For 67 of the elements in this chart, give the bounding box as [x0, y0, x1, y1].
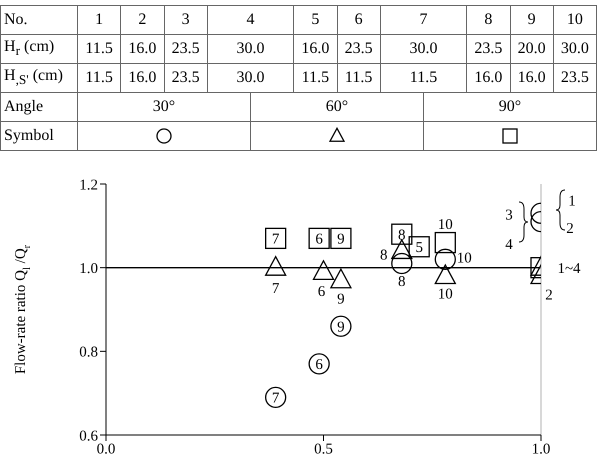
text: 16.0: [301, 40, 330, 58]
text: H$_{r}$ (cm): [4, 38, 54, 60]
text: 10: [566, 11, 583, 29]
text: 30.0: [410, 40, 438, 58]
text: 16.0: [518, 69, 546, 87]
text: 30.0: [236, 69, 264, 87]
x-tick-label: 1.0: [532, 442, 550, 458]
annotation: 3: [505, 208, 513, 224]
annotation: 7: [272, 232, 280, 248]
text: 9: [528, 11, 536, 29]
text: 23.5: [172, 40, 200, 58]
text: 8: [484, 11, 492, 29]
annotation: 6: [315, 232, 324, 248]
text: 2: [138, 11, 146, 29]
text: 90°: [498, 98, 522, 116]
annotation: 10: [456, 250, 472, 267]
annotation: 8: [398, 274, 406, 290]
text: 23.5: [474, 40, 502, 58]
annotation: 6: [318, 284, 326, 300]
text: 1: [95, 11, 104, 29]
annotation: 9: [337, 232, 345, 248]
annotation: 9: [337, 320, 345, 336]
annotation: 7: [272, 390, 280, 407]
text: 16.0: [474, 69, 502, 87]
annotation: 8: [380, 247, 388, 264]
annotation: 1: [568, 194, 576, 210]
annotation: 1~4: [557, 260, 582, 277]
text: 20.0: [518, 40, 546, 58]
text: 16.0: [128, 40, 156, 58]
annotation: 6: [315, 357, 324, 374]
annotation: 9: [337, 292, 345, 308]
x-tick-label: 0.5: [314, 442, 333, 458]
text: 11.5: [302, 69, 330, 87]
annotation: 4: [505, 236, 514, 253]
text: Angle: [0, 92, 78, 122]
text: H$_{,S'}$ (cm): [4, 67, 63, 89]
annotation: 2: [545, 287, 553, 304]
annotation: 5: [415, 240, 423, 256]
annotation: 8: [398, 228, 406, 244]
annotation: 10: [438, 216, 453, 233]
text: No.: [4, 11, 28, 29]
annotation: 10: [438, 286, 453, 302]
text: 7: [420, 11, 428, 29]
x-tick-label: 0.0: [96, 442, 116, 458]
text: 30.0: [560, 40, 589, 58]
y-tick-label: 0.8: [79, 344, 98, 361]
text: 30°: [152, 98, 176, 116]
text: 11.5: [85, 40, 113, 58]
text: 23.5: [560, 69, 589, 87]
text: Symbol: [0, 121, 78, 151]
text: 16.0: [128, 69, 156, 87]
text: 11.5: [344, 69, 372, 87]
y-tick-label: 1.0: [79, 260, 98, 277]
text: 23.5: [344, 40, 373, 58]
text: 4: [246, 11, 254, 29]
y-tick-label: 1.2: [79, 177, 98, 194]
text: 6: [354, 11, 363, 29]
text: 11.5: [410, 69, 438, 87]
annotation: 7: [272, 280, 280, 297]
annotation: 2: [566, 220, 574, 237]
text: 30.0: [236, 40, 264, 58]
text: 3: [182, 11, 190, 29]
text: 5: [311, 11, 320, 29]
y-tick-label: 0.6: [79, 428, 98, 444]
text: 23.5: [172, 69, 200, 87]
text: 11.5: [85, 69, 113, 87]
text: 60°: [326, 98, 348, 116]
